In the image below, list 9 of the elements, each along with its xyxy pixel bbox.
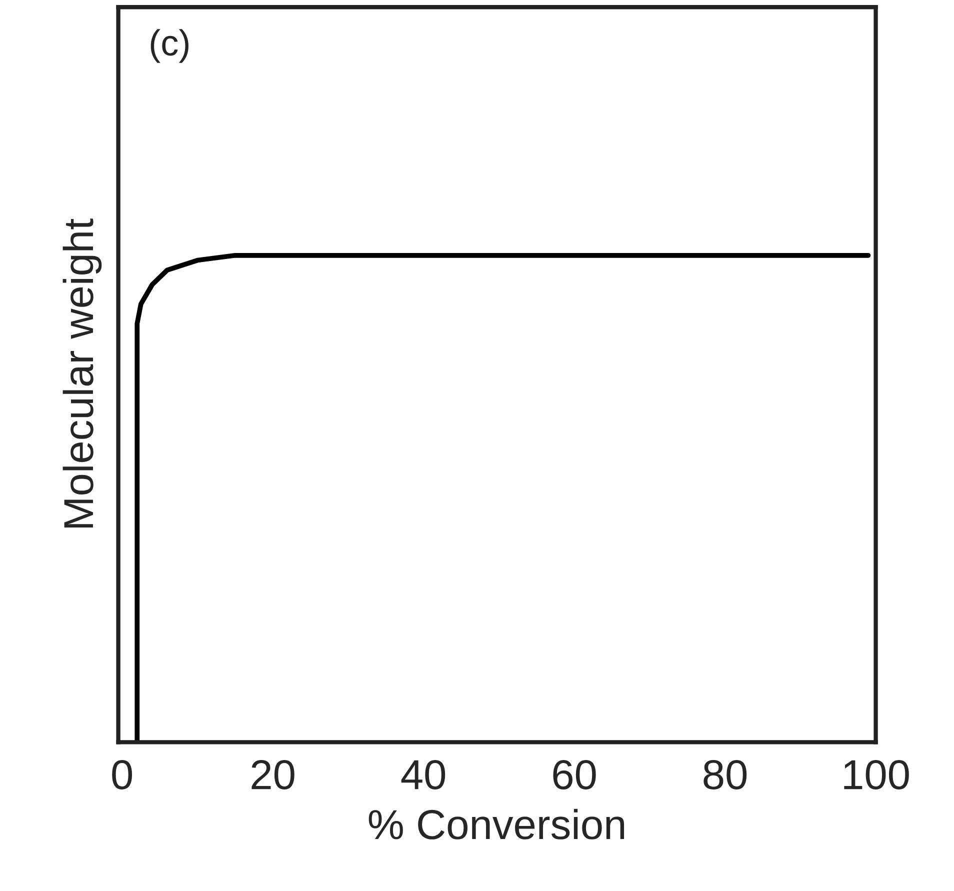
x-axis-title: % Conversion xyxy=(368,808,624,840)
text: (c) xyxy=(150,29,188,63)
y-axis-title: Molecular weight xyxy=(62,218,102,528)
x-tick-label: 60 xyxy=(553,760,596,790)
x-tick-label: 20 xyxy=(252,760,294,790)
x-tick-label: 40 xyxy=(401,760,446,790)
x-tick-label: 80 xyxy=(704,760,747,790)
x-tick-label: 0 xyxy=(112,760,132,790)
x-tick-label: 100 xyxy=(844,760,909,790)
